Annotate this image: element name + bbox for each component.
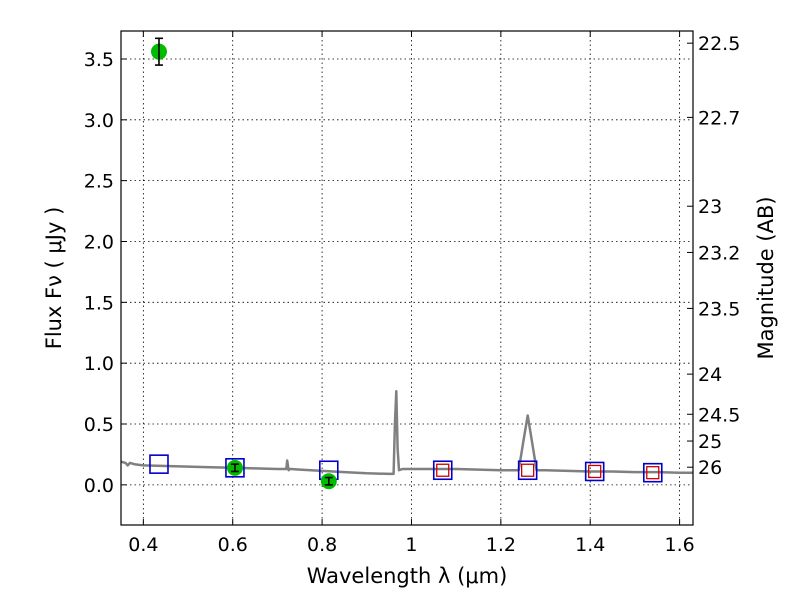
- x-tick-label: 1: [405, 534, 417, 556]
- grid: [121, 31, 693, 525]
- x-tick-label: 0.6: [218, 534, 248, 556]
- x-axis-ticks: 0.4 0.6 0.8 1 1.2 1.4 1.6: [128, 31, 695, 556]
- model-box: [149, 454, 169, 474]
- plot-frame: [120, 30, 694, 526]
- x-tick-label: 0.4: [128, 534, 158, 556]
- y-tick-label: 1.5: [84, 292, 114, 314]
- right-tick-label: 22.7: [698, 107, 740, 129]
- model-box: [642, 462, 663, 483]
- right-tick-label: 22.5: [698, 33, 740, 55]
- y-tick-label: 0.0: [84, 475, 114, 497]
- right-axis-ticks: 22.5 22.7 23 23.2 23.5 24 24.5 25 26: [687, 33, 740, 479]
- x-tick-label: 1.4: [575, 534, 605, 556]
- x-tick-label: 0.8: [307, 534, 337, 556]
- y-tick-label: 1.0: [84, 353, 114, 375]
- x-tick-label: 1.6: [664, 534, 694, 556]
- x-tick-label: 1.2: [486, 534, 516, 556]
- model-box: [225, 458, 245, 478]
- model-box-inner: [588, 464, 602, 479]
- right-tick-label: 24.5: [698, 404, 740, 426]
- model-box: [584, 461, 605, 482]
- right-tick-label: 25: [698, 431, 722, 453]
- right-tick-label: 24: [698, 364, 722, 386]
- observed-series: [150, 37, 337, 490]
- y-axis-label: Flux Fν ( μJy ): [42, 207, 66, 350]
- right-tick-label: 23.5: [698, 298, 740, 320]
- right-axis-label: Magnitude (AB): [754, 196, 778, 359]
- right-tick-label: 23: [698, 196, 722, 218]
- model-box-inner: [436, 463, 450, 477]
- spectrum-series: [120, 389, 693, 476]
- y-axis-ticks: 0.0 0.5 1.0 1.5 2.0 2.5 3.0 3.5: [84, 49, 127, 497]
- model-series: [149, 454, 663, 483]
- plot-background: [121, 31, 693, 525]
- model-box: [517, 460, 538, 481]
- model-box-inner: [646, 466, 660, 480]
- y-tick-label: 2.5: [84, 171, 114, 193]
- y-tick-label: 3.5: [84, 49, 114, 71]
- y-tick-label: 2.0: [84, 231, 114, 253]
- x-axis-label: Wavelength λ (μm): [307, 564, 508, 588]
- y-tick-label: 0.5: [84, 414, 114, 436]
- right-tick-label: 23.2: [698, 242, 740, 264]
- right-tick-label: 26: [698, 457, 722, 479]
- spectrum-line: [120, 389, 693, 476]
- y-tick-label: 3.0: [84, 110, 114, 132]
- model-box: [432, 460, 453, 481]
- model-box-inner: [521, 463, 535, 477]
